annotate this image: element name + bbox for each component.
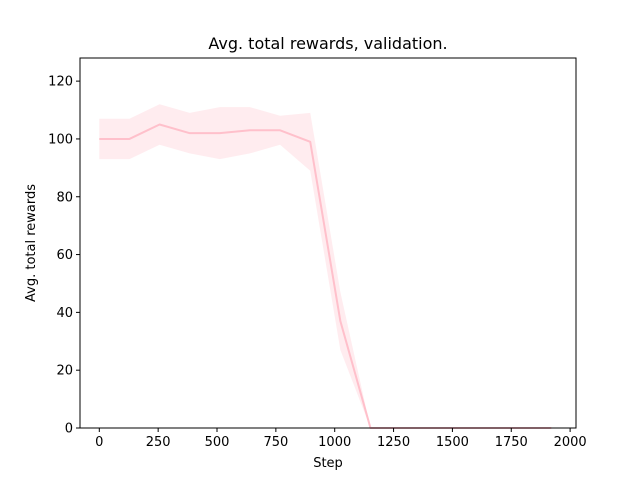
y-tick-label: 120 [48, 75, 73, 90]
y-axis: 0 20 40 60 80 100 120 [48, 75, 80, 437]
y-tick-label: 20 [56, 364, 73, 379]
y-tick-label: 100 [48, 132, 73, 147]
y-tick-label: 60 [56, 248, 73, 263]
x-axis-label: Step [313, 456, 343, 471]
x-axis: 0 250 500 750 1000 1250 1500 1750 2000 [95, 428, 587, 450]
y-axis-label: Avg. total rewards [24, 184, 39, 302]
x-tick-label: 1750 [495, 435, 528, 450]
x-tick-label: 500 [205, 435, 230, 450]
x-tick-label: 1000 [318, 435, 351, 450]
x-tick-label: 750 [263, 435, 288, 450]
y-tick-label: 80 [56, 190, 73, 205]
x-tick-label: 1500 [436, 435, 469, 450]
x-tick-label: 250 [146, 435, 171, 450]
x-tick-label: 0 [95, 435, 103, 450]
series-0-confidence-band [99, 104, 552, 428]
x-tick-label: 1250 [377, 435, 410, 450]
y-tick-label: 0 [65, 422, 73, 437]
plot-frame [79, 57, 577, 429]
y-tick-label: 40 [56, 306, 73, 321]
plot-area [99, 104, 552, 429]
x-tick-label: 2000 [554, 435, 587, 450]
chart-title: Avg. total rewards, validation. [208, 34, 447, 53]
series-0-line [99, 123, 552, 429]
